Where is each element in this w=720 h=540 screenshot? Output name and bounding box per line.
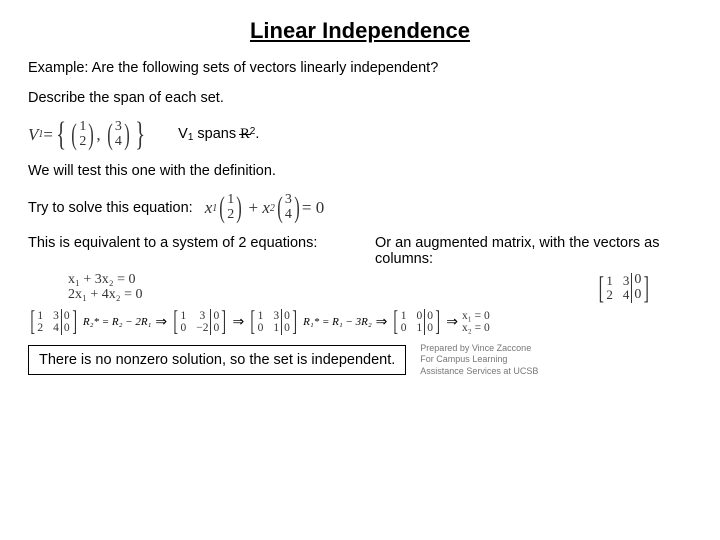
test-definition: We will test this one with the definitio… [28,163,692,179]
v1-definition-row: V1 = { (12) , (34) } V1 spans R2. [28,120,692,149]
try-solve-row: Try to solve this equation: x1 (12) + x2… [28,193,692,222]
system-description: This is equivalent to a system of 2 equa… [28,235,345,267]
two-column-descriptions: This is equivalent to a system of 2 equa… [28,235,692,267]
system-and-matrix-row: x₁ + 3x₂ = 0 2x₁ + 4x₂ = 0 [ 12 34 00 ] [28,273,692,303]
linear-combination-equation: x1 (12) + x2 (34) = 0 [205,193,325,222]
augmented-matrix: [ 12 34 00 ] [596,273,652,303]
v1-spans-text: V1 spans R2. [178,126,259,143]
page-title: Linear Independence [28,18,692,44]
slide-page: Linear Independence Example: Are the fol… [0,0,720,540]
example-question: Example: Are the following sets of vecto… [28,60,692,76]
row-reduction-steps: [123400] R₂* = R₂ − 2R₁ ⇒ [103−200] ⇒ [1… [28,309,692,335]
credit-text: Prepared by Vince Zaccone For Campus Lea… [420,343,538,378]
conclusion-box: There is no nonzero solution, so the set… [28,345,406,375]
try-solve-label: Try to solve this equation: [28,200,193,216]
v1-set-definition: V1 = { (12) , (34) } [28,120,148,149]
conclusion-row: There is no nonzero solution, so the set… [28,343,692,378]
system-equations: x₁ + 3x₂ = 0 2x₁ + 4x₂ = 0 [68,273,143,302]
augmented-description: Or an augmented matrix, with the vectors… [375,235,692,267]
describe-span: Describe the span of each set. [28,90,692,106]
